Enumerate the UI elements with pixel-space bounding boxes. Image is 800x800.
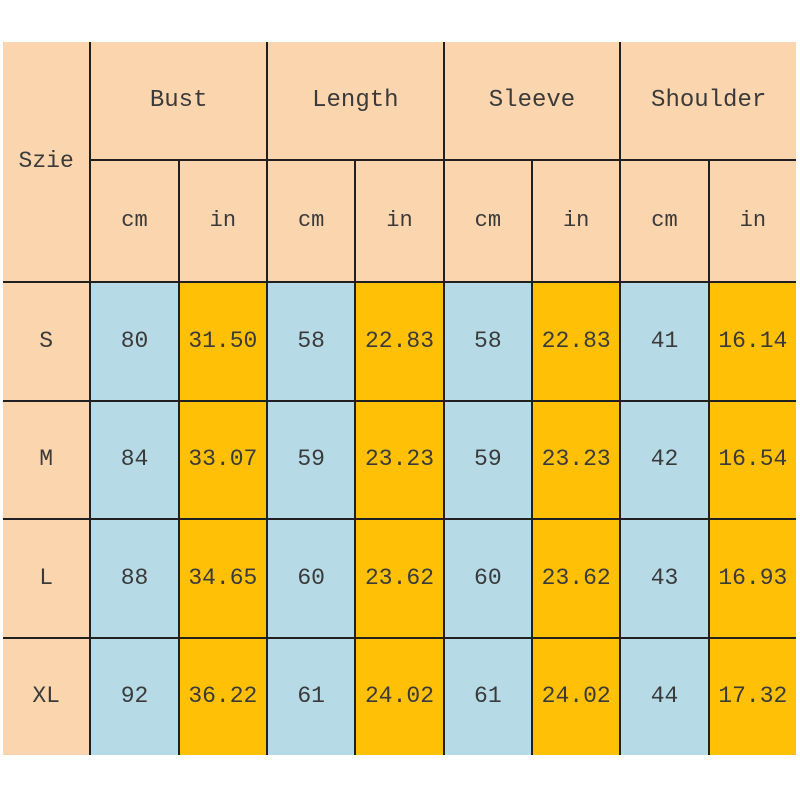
value-cell-xl-bust-cm: 92 [91, 638, 178, 755]
group-header-length: Length [268, 42, 443, 159]
unit-header-length-in: in [356, 161, 443, 281]
value-cell-s-bust-in: 31.50 [179, 283, 266, 400]
value-cell-xl-length-cm: 61 [268, 638, 355, 755]
unit-header-shoulder-in: in [709, 161, 796, 281]
value-cell-l-shoulder-cm: 43 [621, 520, 708, 637]
value-cell-xl-shoulder-in: 17.32 [709, 638, 796, 755]
unit-header-shoulder-cm: cm [621, 161, 708, 281]
value-cell-m-length-cm: 59 [268, 401, 355, 518]
value-cell-xl-bust-in: 36.22 [179, 638, 266, 755]
value-cell-m-sleeve-in: 23.23 [533, 401, 620, 518]
value-cell-l-sleeve-in: 23.62 [533, 520, 620, 637]
corner-header-size: Szie [3, 42, 90, 281]
value-cell-m-bust-cm: 84 [91, 401, 178, 518]
value-cell-m-length-in: 23.23 [356, 401, 443, 518]
value-cell-l-length-cm: 60 [268, 520, 355, 637]
value-cell-xl-length-in: 24.02 [356, 638, 443, 755]
unit-header-bust-in: in [179, 161, 266, 281]
size-chart-table: Szie Bust Length Sleeve Shoulder cm in c… [3, 42, 796, 755]
size-label-m: M [3, 401, 90, 518]
group-header-shoulder: Shoulder [621, 42, 796, 159]
value-cell-m-bust-in: 33.07 [179, 401, 266, 518]
value-cell-s-sleeve-in: 22.83 [533, 283, 620, 400]
group-header-sleeve: Sleeve [444, 42, 620, 159]
size-label-l: L [3, 520, 90, 637]
value-cell-m-shoulder-in: 16.54 [709, 401, 796, 518]
unit-header-length-cm: cm [268, 161, 355, 281]
value-cell-s-length-in: 22.83 [356, 283, 443, 400]
value-cell-l-sleeve-cm: 60 [444, 520, 531, 637]
value-cell-l-shoulder-in: 16.93 [709, 520, 796, 637]
value-cell-xl-sleeve-in: 24.02 [533, 638, 620, 755]
value-cell-s-shoulder-in: 16.14 [709, 283, 796, 400]
value-cell-l-bust-cm: 88 [91, 520, 178, 637]
value-cell-l-length-in: 23.62 [356, 520, 443, 637]
value-cell-s-sleeve-cm: 58 [444, 283, 531, 400]
group-header-bust: Bust [91, 42, 266, 159]
value-cell-xl-sleeve-cm: 61 [444, 638, 531, 755]
unit-header-sleeve-cm: cm [444, 161, 531, 281]
size-label-xl: XL [3, 638, 90, 755]
size-label-s: S [3, 283, 90, 400]
value-cell-l-bust-in: 34.65 [179, 520, 266, 637]
value-cell-m-shoulder-cm: 42 [621, 401, 708, 518]
value-cell-s-shoulder-cm: 41 [621, 283, 708, 400]
value-cell-xl-shoulder-cm: 44 [621, 638, 708, 755]
value-cell-s-length-cm: 58 [268, 283, 355, 400]
unit-header-bust-cm: cm [91, 161, 178, 281]
unit-header-sleeve-in: in [533, 161, 620, 281]
value-cell-m-sleeve-cm: 59 [444, 401, 531, 518]
value-cell-s-bust-cm: 80 [91, 283, 178, 400]
